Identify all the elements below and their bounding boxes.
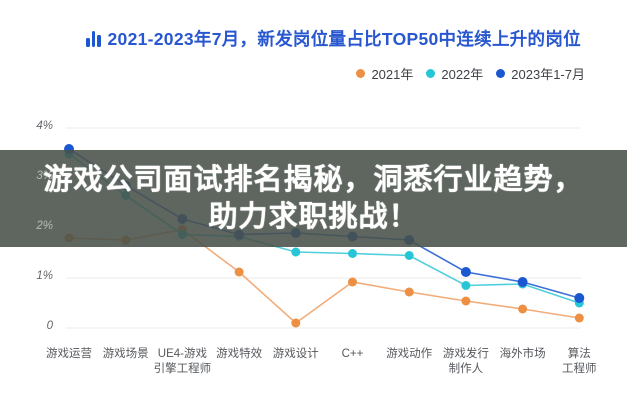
x-axis-label: 游戏动作 [386, 348, 433, 360]
y-tick-label: 3% [36, 170, 53, 182]
headline-line-1: 游戏公司面试排名揭秘，洞悉行业趋势， [43, 163, 584, 196]
x-axis-label: 游戏运营 [46, 348, 92, 360]
data-point [291, 318, 301, 328]
data-point [517, 277, 528, 287]
y-tick-label: 1% [36, 270, 53, 282]
legend-label: 2022年 [441, 67, 484, 82]
x-axis-label: 海外市场 [499, 348, 546, 360]
x-axis-label: UE4-游戏 引擎工程师 [153, 348, 212, 375]
y-tick-label: 0 [46, 320, 53, 332]
legend-label: 2021年 [371, 67, 414, 82]
data-point [348, 277, 357, 287]
chart-header: 2021-2023年7月，新发岗位量占比TOP50中连续上升的岗位 [0, 26, 627, 51]
data-point [574, 313, 584, 323]
legend-dot-icon [496, 69, 506, 78]
data-point [574, 293, 585, 303]
data-point [291, 247, 301, 257]
x-axis-label: 游戏发行 制作人 [442, 348, 489, 375]
data-point [404, 251, 414, 260]
x-axis-label: 游戏设计 [272, 348, 319, 360]
legend-label: 2023年1-7月 [511, 67, 585, 82]
x-axis-label: 算法 工程师 [562, 348, 597, 375]
y-tick-label: 4% [36, 120, 53, 132]
data-point [234, 267, 244, 277]
data-point [404, 287, 414, 297]
legend-dot-icon [356, 69, 366, 78]
legend-item: 2021年 [356, 64, 413, 83]
data-point [518, 304, 528, 314]
chart-legend: 2021年 2022年 2023年1-7月 [356, 64, 585, 83]
data-point [460, 267, 471, 277]
chart-title: 2021-2023年7月，新发岗位量占比TOP50中连续上升的岗位 [107, 29, 581, 49]
y-tick-label: 2% [36, 220, 53, 232]
headline-overlay: 游戏公司面试排名揭秘，洞悉行业趋势， 助力求职挑战！ [0, 150, 627, 247]
legend-item: 2022年 [426, 64, 483, 83]
data-point [348, 249, 357, 258]
data-point [461, 296, 471, 306]
x-axis-label: 游戏场景 [102, 348, 149, 360]
headline-line-2: 助力求职挑战！ [208, 200, 419, 233]
legend-dot-icon [426, 69, 436, 78]
x-axis-label: 游戏特效 [216, 348, 263, 360]
data-point [461, 281, 471, 290]
legend-item: 2023年1-7月 [496, 64, 585, 83]
x-axis-label: C++ [341, 348, 364, 360]
bar-chart-icon [86, 30, 101, 47]
